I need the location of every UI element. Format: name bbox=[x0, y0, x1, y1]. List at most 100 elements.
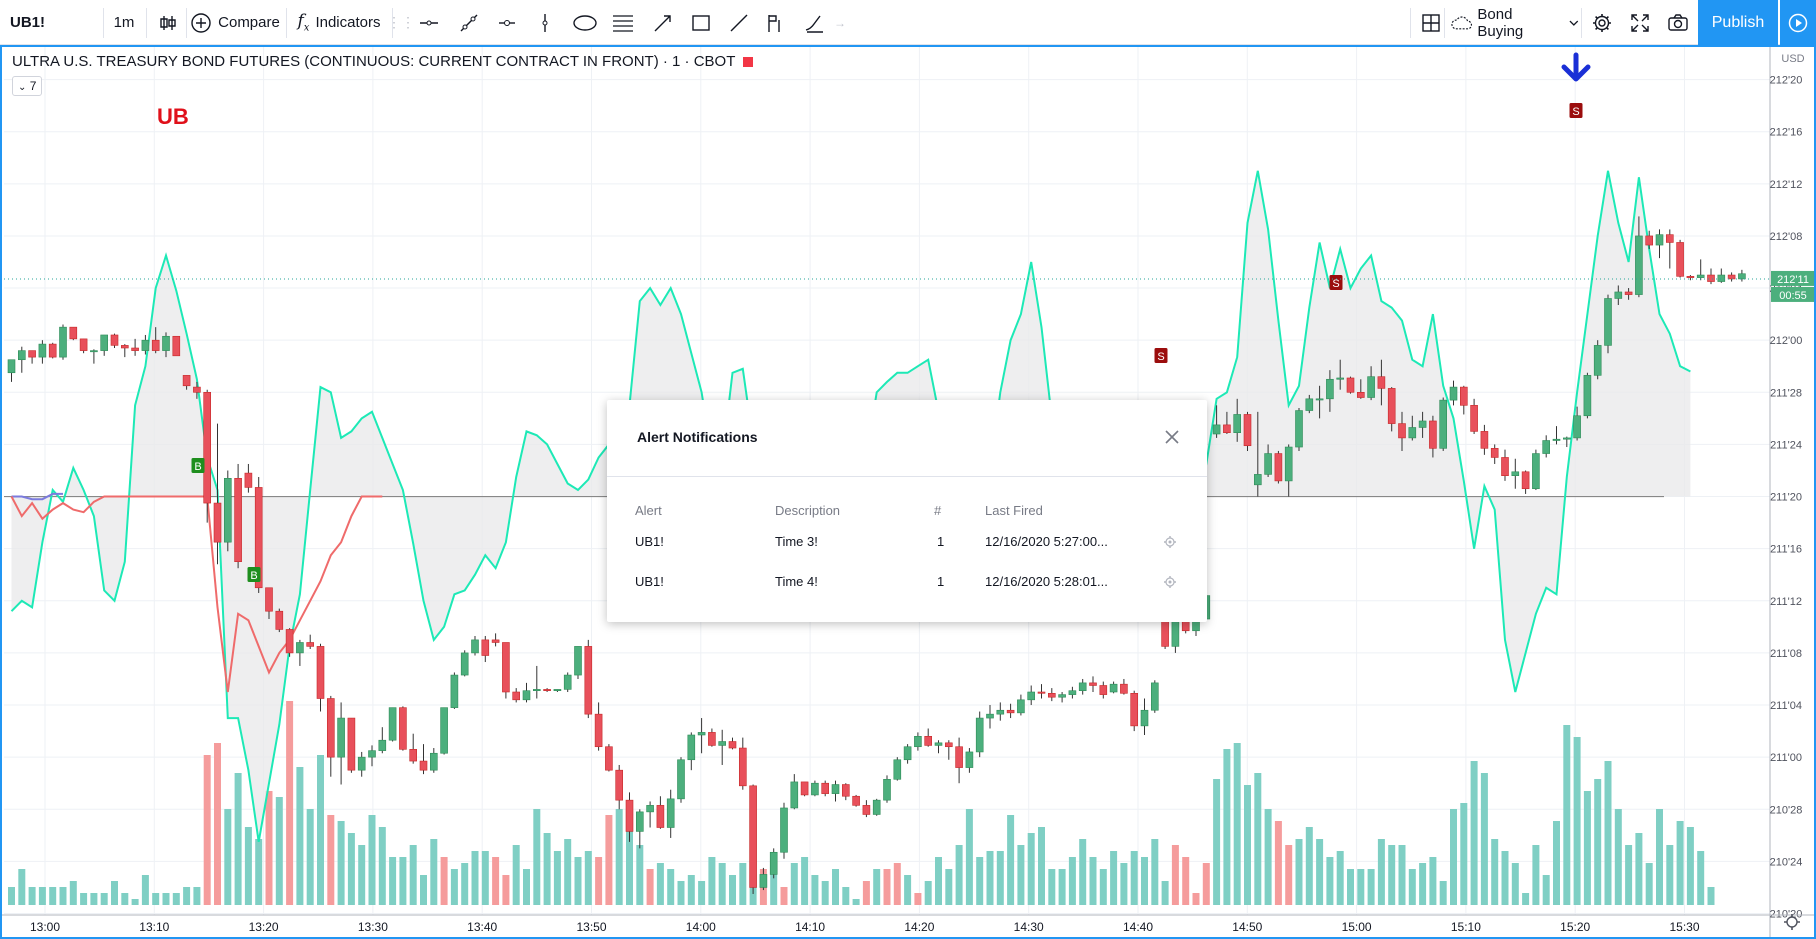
ellipse-tool[interactable] bbox=[566, 0, 604, 45]
candle-body bbox=[1346, 377, 1355, 393]
volume-bar bbox=[1120, 863, 1128, 905]
column-header-alert[interactable]: Alert bbox=[635, 503, 662, 518]
volume-bar bbox=[193, 887, 201, 905]
volume-bar bbox=[1367, 869, 1375, 905]
svg-text:S: S bbox=[1157, 351, 1164, 363]
volume-bar bbox=[1357, 869, 1365, 905]
horizontal-ray-icon bbox=[499, 19, 515, 26]
time-tick-label: 13:50 bbox=[576, 920, 606, 934]
candle-body bbox=[852, 795, 860, 806]
layout-selector[interactable]: Bond Buying bbox=[1450, 0, 1580, 45]
flag-icon[interactable] bbox=[743, 57, 754, 67]
candle-body bbox=[1696, 274, 1705, 278]
publish-label: Publish bbox=[1711, 13, 1765, 31]
vertical-line-tool[interactable] bbox=[526, 0, 564, 45]
arrow-tool[interactable] bbox=[644, 0, 682, 45]
volume-bar bbox=[1038, 827, 1045, 905]
price-axis[interactable]: USD212'20212'16212'12212'08212'04212'002… bbox=[1769, 45, 1816, 939]
layout-grid-button[interactable] bbox=[1412, 0, 1450, 45]
volume-bar bbox=[523, 869, 530, 905]
brush-tool[interactable] bbox=[796, 0, 834, 45]
volume-bar bbox=[996, 851, 1004, 905]
description-cell: Time 3! bbox=[775, 534, 818, 549]
price-tick-label: 211'04 bbox=[1770, 700, 1802, 712]
candle-body bbox=[1604, 298, 1612, 346]
buy-signal-marker[interactable]: B bbox=[191, 458, 205, 473]
candle-body bbox=[1099, 685, 1108, 695]
column-header-count[interactable]: # bbox=[934, 503, 942, 518]
horizontal-line-tool[interactable] bbox=[410, 0, 448, 45]
volume-bar bbox=[986, 851, 994, 905]
flag-marker-tool[interactable] bbox=[756, 0, 794, 45]
volume-bar bbox=[265, 791, 273, 905]
candle-body bbox=[357, 756, 366, 771]
svg-text:B: B bbox=[194, 461, 201, 473]
close-icon[interactable] bbox=[1163, 428, 1181, 446]
buy-signal-marker[interactable]: B bbox=[247, 567, 261, 582]
candle-body bbox=[1336, 377, 1344, 380]
candle-body bbox=[59, 326, 67, 358]
current-price-text: 212'11 bbox=[1777, 274, 1809, 286]
sell-signal-marker[interactable]: S bbox=[1569, 103, 1583, 118]
candle-body bbox=[1738, 273, 1746, 280]
alert-notifications-dialog[interactable]: Alert Notifications Alert Description # … bbox=[607, 400, 1207, 622]
sell-signal-marker[interactable]: S bbox=[1154, 348, 1168, 363]
toolbar-divider bbox=[103, 8, 104, 38]
candle-body bbox=[1243, 414, 1252, 447]
bar-style-button[interactable] bbox=[150, 0, 186, 45]
volume-bar bbox=[1161, 881, 1169, 905]
volume-bar bbox=[162, 893, 170, 905]
rectangle-tool[interactable] bbox=[682, 0, 720, 45]
legend-collapse-button[interactable]: ⌄ 7 bbox=[12, 76, 43, 96]
volume-bar bbox=[1305, 827, 1313, 905]
fib-tool[interactable] bbox=[604, 0, 642, 45]
axis-settings-gear-icon[interactable] bbox=[1784, 914, 1800, 930]
horizontal-ray-tool[interactable] bbox=[488, 0, 526, 45]
volume-bar bbox=[1192, 893, 1200, 905]
candle-body bbox=[780, 807, 788, 853]
column-header-description[interactable]: Description bbox=[775, 503, 841, 518]
interval-button[interactable]: 1m bbox=[108, 0, 140, 45]
time-axis[interactable]: 13:00 13:10 13:20 13:30 13:40 13:50 14:00 14:10… bbox=[0, 914, 1816, 934]
indicators-fx-icon: fx bbox=[297, 11, 310, 34]
candle-body bbox=[1490, 448, 1499, 458]
gear-icon[interactable] bbox=[1163, 575, 1177, 589]
volume-bar bbox=[584, 851, 592, 905]
snapshot-button[interactable] bbox=[1660, 0, 1696, 45]
volume-bar bbox=[275, 797, 283, 905]
price-tick-label: 211'00 bbox=[1770, 752, 1802, 764]
fullscreen-button[interactable] bbox=[1622, 0, 1658, 45]
price-tick-label: 212'16 bbox=[1770, 127, 1803, 139]
volume-bar bbox=[152, 893, 160, 905]
candle-body bbox=[563, 674, 572, 690]
column-header-last-fired[interactable]: Last Fired bbox=[985, 503, 1043, 518]
drag-handle-icon[interactable]: ⋮⋮ bbox=[387, 14, 415, 30]
indicators-button[interactable]: fx Indicators bbox=[292, 0, 386, 45]
publish-button[interactable]: Publish bbox=[1698, 0, 1778, 45]
candle-body bbox=[1429, 420, 1437, 449]
trend-line-tool[interactable] bbox=[450, 0, 488, 45]
volume-bar bbox=[1151, 839, 1159, 905]
candle-body bbox=[1439, 399, 1447, 449]
candle-body bbox=[254, 487, 263, 589]
toolbar-divider bbox=[1410, 8, 1411, 38]
volume-bar bbox=[687, 875, 695, 905]
settings-button[interactable] bbox=[1584, 0, 1620, 45]
dialog-title: Alert Notifications bbox=[637, 429, 758, 445]
line-tool[interactable] bbox=[720, 0, 758, 45]
symbol-search[interactable]: UB1! bbox=[10, 0, 100, 45]
volume-bar bbox=[296, 767, 304, 905]
replay-button[interactable] bbox=[1780, 0, 1816, 45]
chart-text-annotation[interactable]: UB bbox=[157, 104, 189, 129]
candle-body bbox=[110, 334, 119, 346]
volume-bar bbox=[430, 839, 438, 905]
candle-body bbox=[1058, 694, 1066, 698]
alert-cell: UB1! bbox=[635, 574, 664, 589]
interval-label: 1m bbox=[113, 14, 135, 31]
volume-bar bbox=[543, 833, 551, 905]
more-arrow-icon[interactable]: → bbox=[834, 15, 846, 30]
volume-bar bbox=[1450, 809, 1457, 905]
top-toolbar: UB1! 1m Compare fx Indicators ⋮⋮ bbox=[0, 0, 1816, 45]
gear-icon[interactable] bbox=[1163, 535, 1177, 549]
compare-button[interactable]: Compare bbox=[190, 0, 280, 45]
